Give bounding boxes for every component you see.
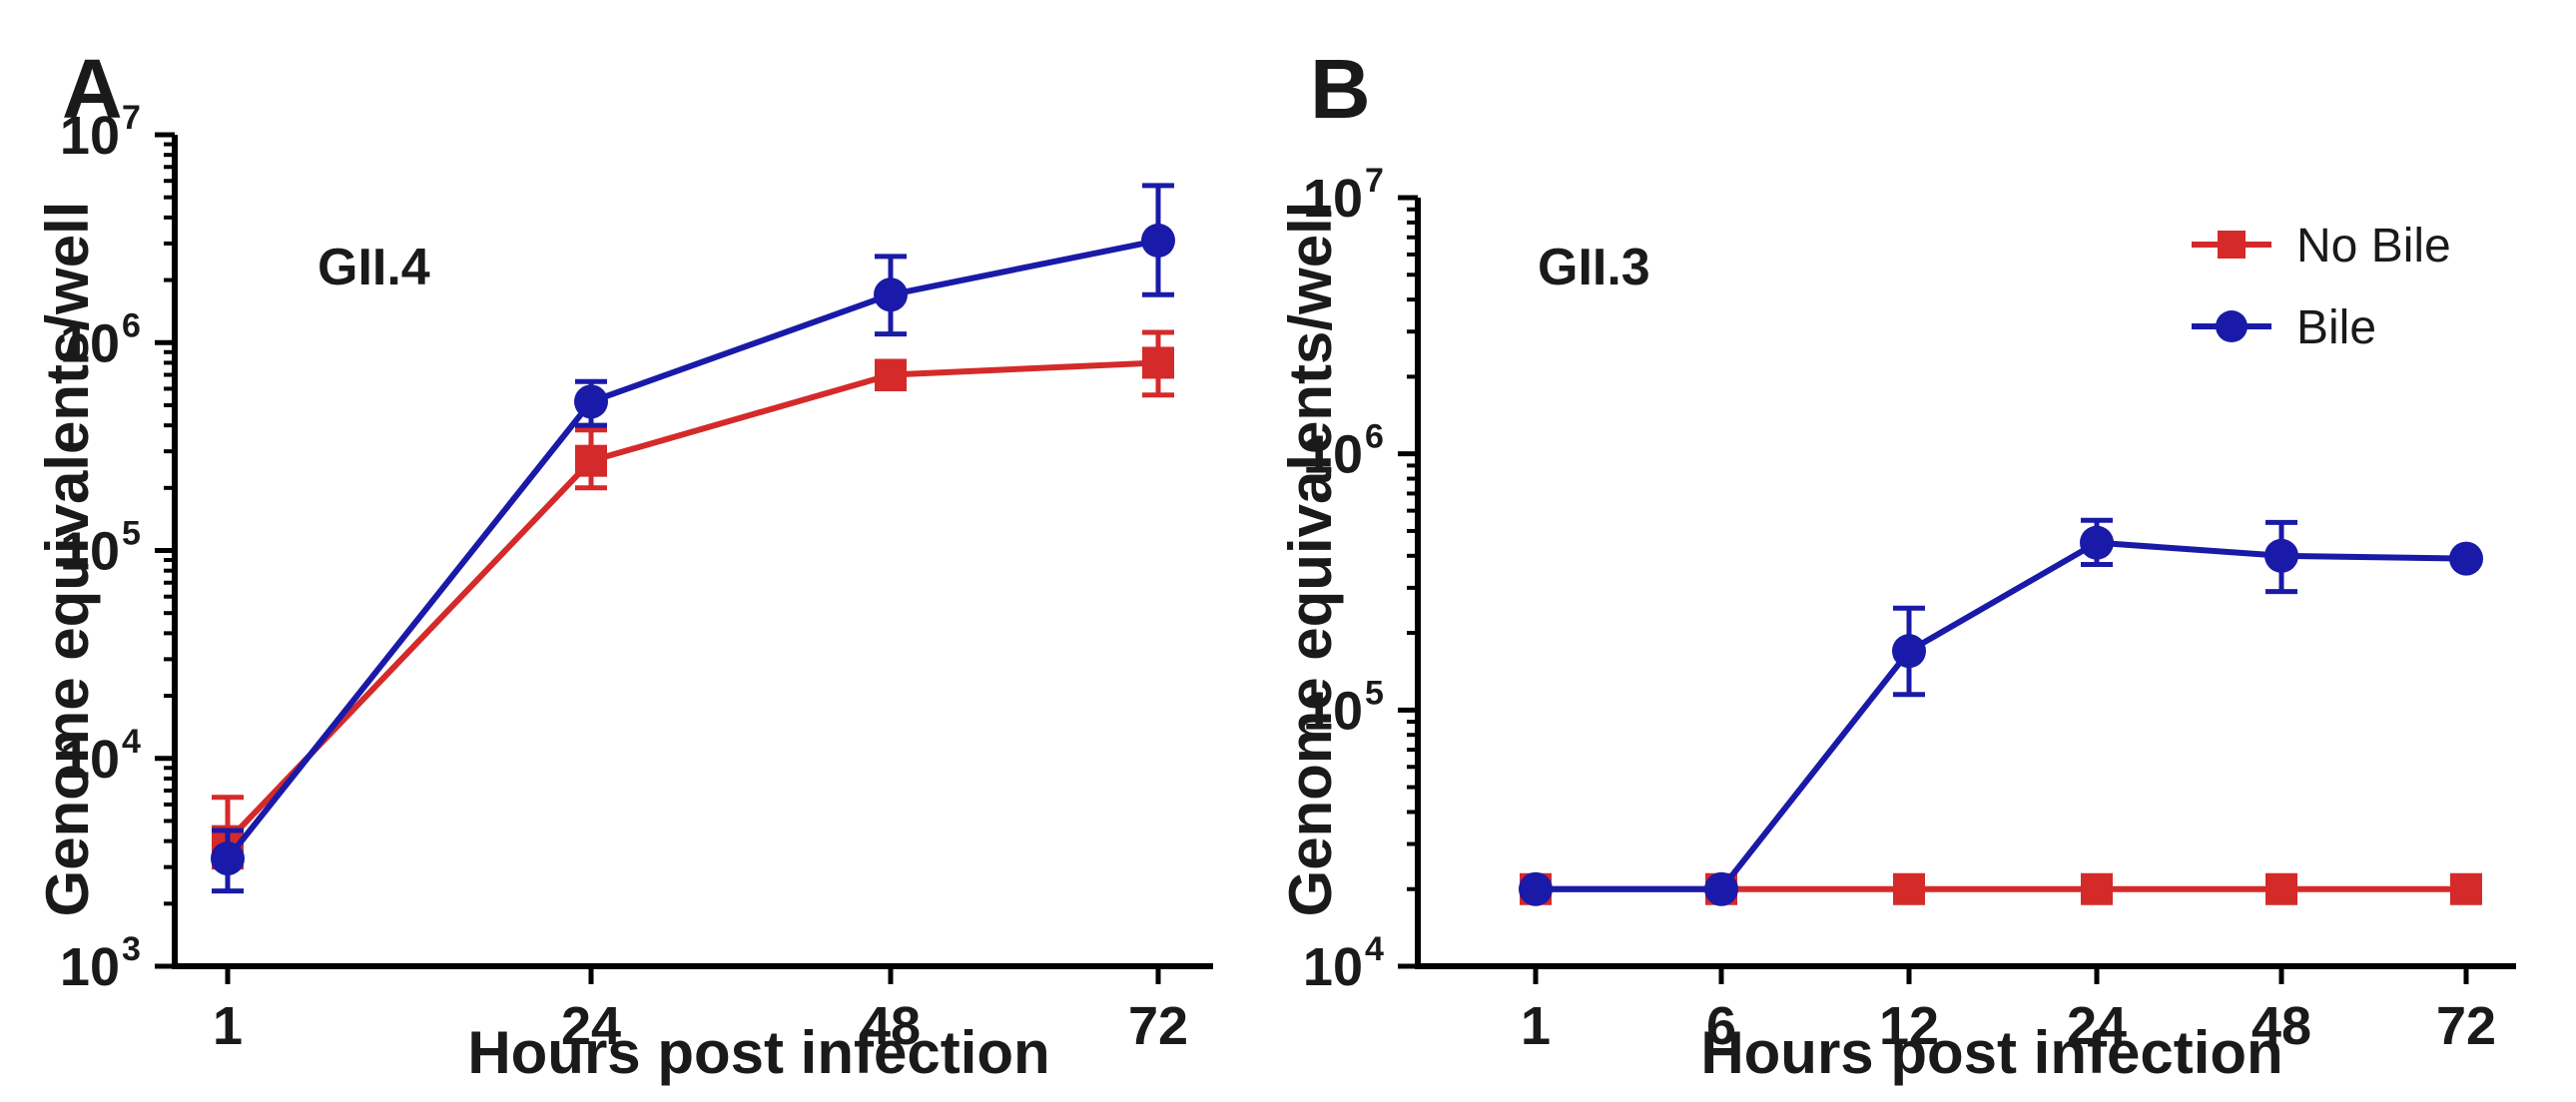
panel-b-no-bile-point [2081, 872, 2113, 905]
panel-a-bile-point [874, 277, 908, 312]
panel-b-y-tick-exponent: 7 [1365, 162, 1384, 200]
panel-a-no-bile-point [1142, 346, 1174, 379]
panel-b-strain-label: GII.3 [1538, 239, 1650, 296]
panel-b-bile-point [2264, 538, 2298, 573]
panel-a-no-bile-line [225, 359, 1159, 843]
panel-b-y-axis-title: Genome equivalents/well [1277, 202, 1344, 917]
panel-b-x-tick-label: 72 [2436, 996, 2496, 1056]
panel-a-bile-point [574, 384, 608, 419]
panel-b-x-tick-label: 24 [2067, 996, 2127, 1056]
panel-a-y-tick-label: 10 [60, 522, 120, 582]
panel-b-bile-point [1892, 634, 1926, 669]
panel-b-y-tick-label: 10 [1303, 937, 1363, 997]
panel-b-x-tick-label: 6 [1706, 996, 1736, 1056]
panel-a-y-tick-exponent: 6 [122, 306, 141, 344]
panel-a-y-tick-label: 10 [60, 937, 120, 997]
panel-a-y-tick-exponent: 4 [122, 723, 141, 761]
panel-b-y-tick-exponent: 6 [1365, 418, 1384, 456]
panel-b-bile-point [1519, 871, 1553, 906]
panel-b-x-tick-label: 12 [1879, 996, 1939, 1056]
panel-a-y-tick-exponent: 3 [122, 930, 141, 968]
panel-a-y-axis-title: Genome equivalents/well [34, 202, 101, 917]
panel-b-y-tick-exponent: 5 [1365, 674, 1384, 712]
panel-b-letter: B [1310, 42, 1371, 136]
panel-a-no-bile-point [875, 358, 907, 391]
panel-a-x-tick-label: 48 [861, 996, 921, 1056]
panel-a-y-tick-label: 10 [60, 313, 120, 373]
panel-a-y-tick-exponent: 7 [122, 99, 141, 137]
legend: No Bile Bile [2192, 220, 2451, 354]
panel-a-y-tick-label: 10 [60, 730, 120, 790]
panel-b-y-tick-label: 10 [1303, 681, 1363, 741]
panel-a-bile-point [1141, 223, 1175, 258]
panel-a-strain-label: GII.4 [318, 239, 430, 296]
panel-a-x-axis-title: Hours post infection [467, 1019, 1049, 1086]
panel-a-letter: A [62, 42, 123, 136]
panel-a-x-tick-label: 1 [213, 996, 243, 1056]
panel-b-bile-line [1536, 539, 2467, 892]
panel-a-no-bile-point [575, 444, 607, 477]
panel-b-x-tick-label: 48 [2252, 996, 2311, 1056]
panel-b-plot: 10 410 510 610 71 6 12 24 48 72 [1303, 162, 2516, 1056]
panel-a-y-tick-label: 10 [60, 106, 120, 166]
panel-b-bile-point [2080, 525, 2114, 560]
panel-b-bile-point [1704, 871, 1738, 906]
panel-b-bile-point [2449, 541, 2483, 576]
panel-b-y-tick-label: 10 [1303, 425, 1363, 485]
panel-a-bile-point [211, 841, 245, 876]
panel-b-no-bile-point [2450, 872, 2482, 905]
panel-b-no-bile-point [2265, 872, 2297, 905]
panel-b-y-tick-label: 10 [1303, 169, 1363, 229]
panel-b-no-bile-point [1893, 872, 1925, 905]
panel-b-x-tick-label: 1 [1521, 996, 1551, 1056]
legend-bile-label: Bile [2296, 301, 2376, 354]
panel-b-y-tick-exponent: 4 [1365, 930, 1384, 968]
panel-a-bile-line [225, 237, 1159, 860]
panel-b-x-axis-title: Hours post infection [1700, 1019, 2282, 1086]
legend-bile-marker [2216, 310, 2248, 342]
panel-a-y-tick-exponent: 5 [122, 515, 141, 553]
panel-a-x-tick-label: 72 [1128, 996, 1188, 1056]
legend-no-bile-label: No Bile [2296, 220, 2451, 273]
panel-b: B GII.3 Hours post infection Genome equi… [1277, 42, 2283, 1086]
panel-a-plot: 10 310 410 510 610 71 24 48 72 [60, 99, 1213, 1056]
panel-a-x-tick-label: 24 [561, 996, 621, 1056]
legend-no-bile-marker [2218, 231, 2246, 259]
panel-a: A GII.4 Hours post infection Genome equi… [34, 42, 1050, 1086]
